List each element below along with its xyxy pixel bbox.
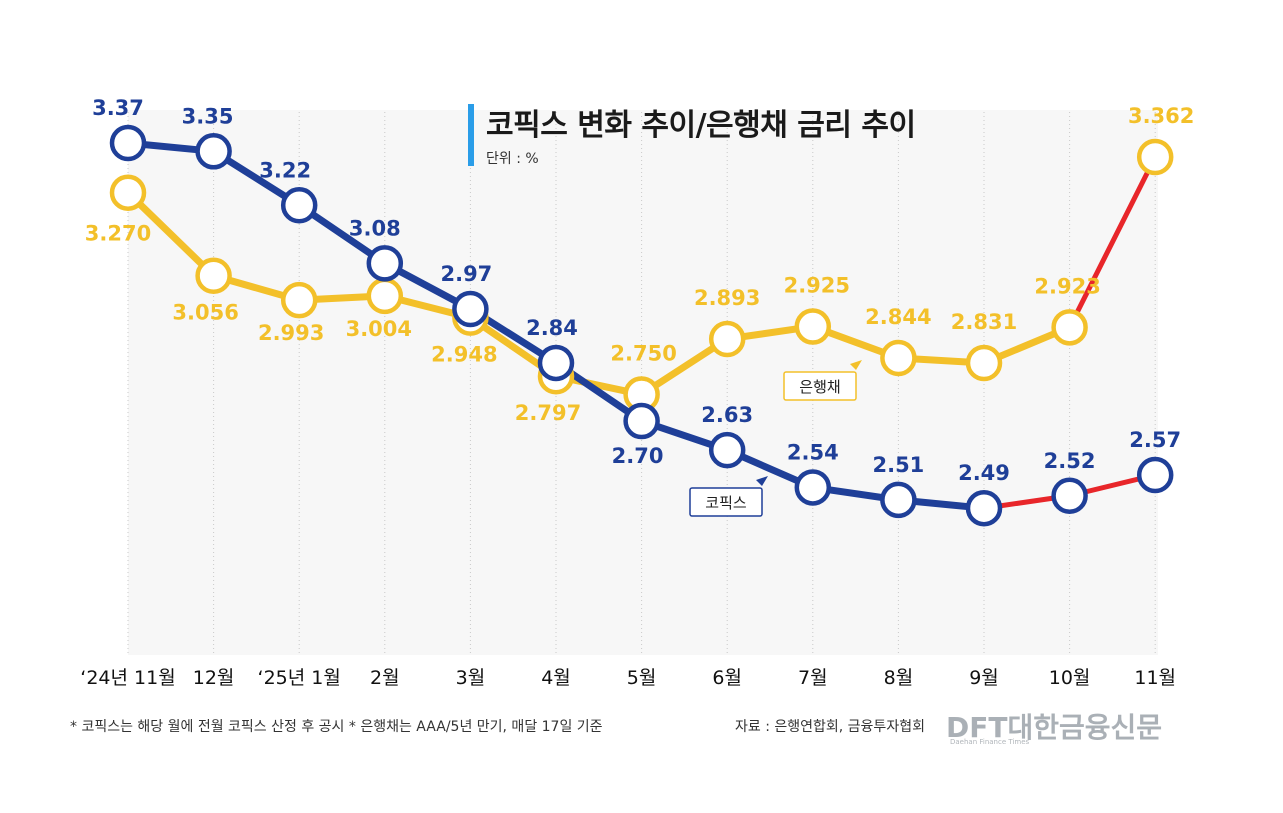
- kofix-point: [1136, 456, 1174, 494]
- bond-value-label: 2.797: [515, 401, 581, 425]
- bond-tag: 은행채: [783, 360, 862, 401]
- kofix-value-label: 2.70: [612, 444, 664, 468]
- bond-recent-line: [1067, 154, 1158, 330]
- kofix-value-label: 2.51: [872, 453, 924, 477]
- bond-point: [708, 320, 746, 358]
- x-tick-label: 8월: [884, 667, 914, 689]
- publisher-logo-sub: Daehan Finance Times: [950, 738, 1030, 746]
- kofix-point: [794, 469, 832, 506]
- bond-point: [880, 339, 917, 377]
- bond-point: [195, 257, 232, 294]
- bond-value-label: 2.750: [610, 341, 676, 365]
- x-tick-label: ‘25년 1월: [258, 667, 341, 689]
- kofix-point: [708, 431, 746, 469]
- bond-point: [109, 174, 147, 211]
- kofix-point: [965, 489, 1003, 527]
- kofix-tag: 코픽스: [689, 476, 768, 517]
- bond-point: [965, 344, 1003, 382]
- kofix-value-label: 2.97: [440, 262, 492, 286]
- bond-tag-label: 은행채: [799, 378, 840, 396]
- kofix-tag-box: [689, 487, 763, 517]
- x-tick-label: ‘24년 11월: [80, 667, 175, 689]
- kofix-value-label: 2.54: [787, 440, 839, 464]
- kofix-value-label: 2.63: [701, 403, 753, 427]
- kofix-point: [452, 290, 489, 328]
- kofix-value-label: 3.37: [92, 96, 144, 120]
- x-tick-label: 12월: [193, 667, 235, 689]
- bond-point: [280, 281, 318, 319]
- publisher-logo: DFT대한금융신문: [946, 711, 1163, 744]
- bond-tag-arrow-icon: [850, 360, 862, 370]
- kofix-value-label: 3.35: [182, 104, 234, 128]
- kofix-point: [623, 402, 660, 440]
- series-points: [109, 124, 1174, 527]
- x-tick-label: 9월: [969, 667, 999, 689]
- kofix-point: [280, 187, 318, 224]
- kofix-value-label: 2.49: [958, 461, 1010, 485]
- series-tags: 코픽스 은행채: [689, 360, 862, 517]
- x-tick-label: 10월: [1049, 667, 1091, 689]
- x-tick-label: 11월: [1134, 667, 1176, 689]
- bond-point: [794, 308, 832, 345]
- bond-value-label: 3.270: [85, 222, 151, 246]
- kofix-point: [1051, 477, 1088, 514]
- bond-value-label: 2.831: [951, 310, 1017, 334]
- kofix-point: [195, 133, 232, 170]
- x-tick-label: 2월: [370, 667, 400, 689]
- source-note: 자료 : 은행연합회, 금융투자협회: [735, 719, 925, 735]
- kofix-tag-label: 코픽스: [705, 494, 747, 512]
- chart-title: 코픽스 변화 추이/은행채 금리 추이: [486, 108, 916, 143]
- kofix-value-label: 2.52: [1044, 449, 1096, 473]
- grid-lines: [127, 112, 1156, 655]
- bond-value-label: 2.993: [258, 321, 324, 345]
- kofix-value-label: 3.08: [349, 216, 401, 240]
- bond-value-label: 2.948: [431, 343, 497, 367]
- title-accent-bar: [468, 104, 474, 166]
- bond-point: [1051, 309, 1088, 346]
- kofix-point: [109, 124, 147, 162]
- bond-value-label: 3.004: [346, 317, 412, 341]
- x-tick-label: 6월: [712, 667, 742, 689]
- bond-value-label: 2.923: [1034, 274, 1100, 298]
- footnote: * 코픽스는 해당 월에 전월 코픽스 산정 후 공시 * 은행채는 AAA/5…: [70, 719, 603, 735]
- x-tick-label: 4월: [541, 667, 571, 689]
- bond-value-label: 2.893: [694, 286, 760, 310]
- bond-point: [1136, 138, 1174, 176]
- bond-value-label: 2.844: [865, 305, 931, 329]
- kofix-point: [537, 344, 575, 382]
- bond-tag-box: [783, 371, 857, 401]
- x-tick-label: 7월: [798, 667, 828, 689]
- x-tick-label: 3월: [456, 667, 486, 689]
- bond-value-label: 2.925: [784, 274, 850, 298]
- bond-value-label: 3.362: [1128, 104, 1194, 128]
- x-tick-label: 5월: [627, 667, 657, 689]
- kofix-value-label: 2.84: [526, 316, 578, 340]
- x-axis-ticks: ‘24년 11월 12월 ‘25년 1월 2월 3월 4월 5월 6월 7월 8월 9월 10월 11월: [80, 667, 1176, 689]
- unit-label: 단위 : %: [486, 151, 539, 167]
- bond-value-label: 3.056: [172, 301, 238, 325]
- kofix-value-label: 3.22: [259, 158, 311, 182]
- data-labels: 3.37 3.35 3.22 3.08 2.97 2.84 2.70 2.63 2.54 2.51…: [85, 96, 1195, 485]
- bond-point: [366, 277, 404, 315]
- kofix-tag-arrow-icon: [756, 476, 768, 486]
- kofix-point: [366, 245, 404, 282]
- kofix-point: [880, 481, 917, 519]
- kofix-value-label: 2.57: [1129, 428, 1181, 452]
